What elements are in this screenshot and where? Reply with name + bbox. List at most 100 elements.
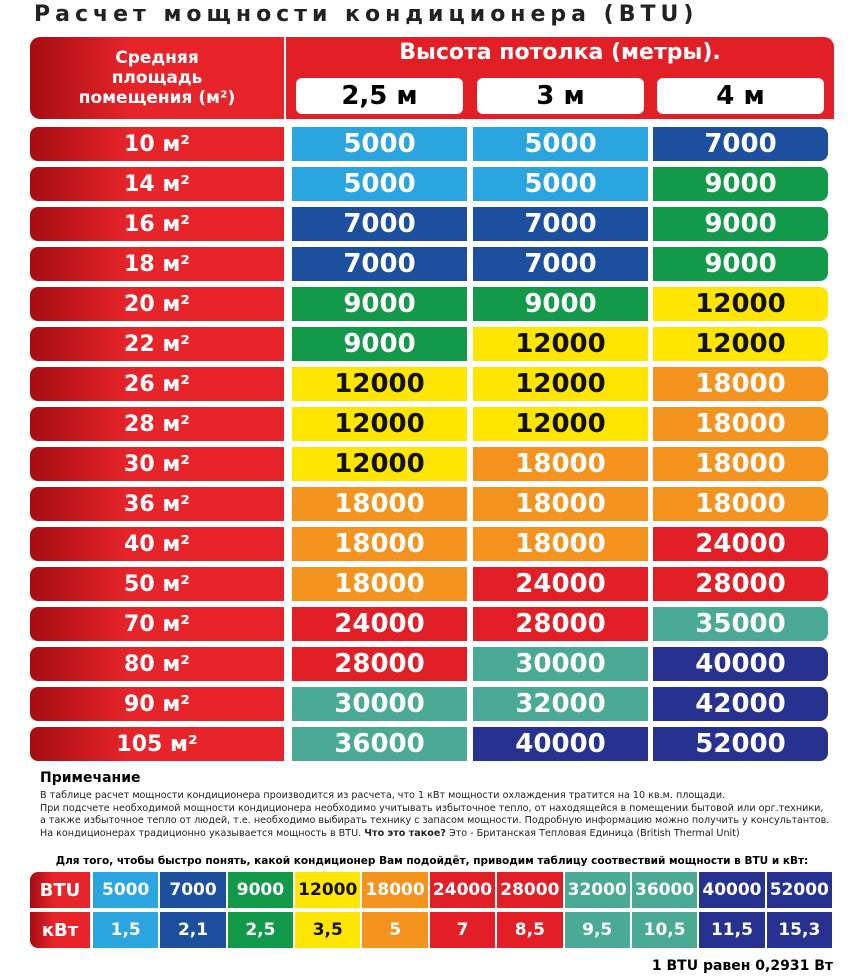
legend-btu: 18000 (362, 872, 428, 908)
legend-btu: 12000 (295, 872, 361, 908)
btu-cell: 18000 (292, 487, 467, 521)
btu-cell: 30000 (473, 647, 648, 681)
legend-btu: 9000 (227, 872, 294, 908)
row-label: 40 м² (30, 527, 284, 561)
btu-cell: 12000 (473, 367, 648, 401)
note-bold: Что это такое? (364, 827, 446, 839)
legend-kw: 8,5 (497, 912, 563, 948)
btu-cell: 12000 (653, 327, 828, 361)
btu-cell: 40000 (473, 727, 648, 761)
btu-cell: 28000 (473, 607, 648, 641)
btu-cell: 30000 (292, 687, 467, 721)
note-text: Это - Британская Тепловая Единица (Briti… (448, 827, 740, 839)
btu-cell: 40000 (653, 647, 828, 681)
legend-kw: 10,5 (631, 912, 698, 948)
row-label: 36 м² (30, 487, 284, 521)
row-label: 20 м² (30, 287, 284, 321)
btu-cell: 9000 (653, 247, 828, 281)
row-label: 80 м² (30, 647, 284, 681)
btu-cell: 5000 (292, 127, 467, 161)
btu-cell: 24000 (292, 607, 467, 641)
row-label: 18 м² (30, 247, 284, 281)
btu-cell: 18000 (473, 487, 648, 521)
btu-cell: 12000 (473, 327, 648, 361)
row-label: 30 м² (30, 447, 284, 481)
btu-cell: 12000 (292, 367, 467, 401)
btu-cell: 18000 (653, 447, 828, 481)
legend-label: BTU (30, 872, 90, 908)
btu-cell: 28000 (653, 567, 828, 601)
btu-cell: 24000 (473, 567, 648, 601)
legend-kw: 2,5 (227, 912, 294, 948)
row-label: 16 м² (30, 207, 284, 241)
btu-cell: 32000 (473, 687, 648, 721)
legend-intro: Для того, чтобы быстро понять, какой кон… (55, 855, 809, 867)
row-label: 28 м² (30, 407, 284, 441)
legend-btu: 5000 (93, 872, 159, 908)
note: В таблице расчет мощности кондиционера п… (40, 790, 840, 840)
btu-cell: 18000 (653, 487, 828, 521)
row-label: 90 м² (30, 687, 284, 721)
legend-kw: 2,1 (160, 912, 226, 948)
btu-cell: 52000 (653, 727, 828, 761)
note-title: Примечание (40, 770, 141, 786)
btu-cell: 7000 (473, 247, 648, 281)
note-line: а также избыточное тепло от людей, т.е. … (40, 815, 830, 827)
btu-cell: 18000 (292, 527, 467, 561)
btu-cell: 12000 (653, 287, 828, 321)
title: Расчет мощности кондиционера (BTU) (34, 2, 699, 27)
btu-cell: 18000 (292, 567, 467, 601)
area-header: Средняя площадь помещения (м²) (30, 37, 284, 119)
legend-kw: 7 (429, 912, 496, 948)
btu-cell: 18000 (653, 367, 828, 401)
btu-cell: 18000 (653, 407, 828, 441)
btu-cell: 9000 (653, 207, 828, 241)
legend-kw: 3,5 (295, 912, 361, 948)
note-text: На кондиционерах традиционно указывается… (40, 827, 362, 839)
note-line: На кондиционерах традиционно указывается… (40, 828, 840, 841)
btu-cell: 28000 (292, 647, 467, 681)
legend-btu: 36000 (631, 872, 698, 908)
btu-cell: 5000 (292, 167, 467, 201)
btu-cell: 9000 (473, 287, 648, 321)
note-line: В таблице расчет мощности кондиционера п… (40, 790, 726, 801)
btu-cell: 12000 (473, 407, 648, 441)
btu-cell: 5000 (473, 127, 648, 161)
btu-cell: 9000 (292, 327, 467, 361)
legend-btu: 7000 (160, 872, 226, 908)
row-label: 26 м² (30, 367, 284, 401)
btu-cell: 12000 (292, 447, 467, 481)
legend-kw: 1,5 (93, 912, 159, 948)
legend-btu: 40000 (699, 872, 765, 908)
btu-cell: 9000 (292, 287, 467, 321)
legend-btu: 52000 (766, 872, 832, 908)
row-label: 105 м² (30, 727, 284, 761)
btu-cell: 7000 (653, 127, 828, 161)
note-line: При подсчете необходимой мощности кондиц… (40, 802, 824, 814)
legend-kw: 11,5 (699, 912, 765, 948)
btu-cell: 35000 (653, 607, 828, 641)
height-header: Высота потолка (метры). (399, 40, 721, 65)
legend-btu: 24000 (429, 872, 496, 908)
legend-kw: 9,5 (564, 912, 630, 948)
btu-cell: 7000 (292, 207, 467, 241)
btu-cell: 9000 (653, 167, 828, 201)
btu-cell: 18000 (473, 447, 648, 481)
legend-btu: 32000 (564, 872, 630, 908)
btu-cell: 12000 (292, 407, 467, 441)
btu-cell: 36000 (292, 727, 467, 761)
row-label: 10 м² (30, 127, 284, 161)
column-header: 4 м (657, 78, 824, 114)
btu-cell: 18000 (473, 527, 648, 561)
row-label: 14 м² (30, 167, 284, 201)
btu-cell: 7000 (292, 247, 467, 281)
column-header: 2,5 м (296, 78, 463, 114)
btu-cell: 42000 (653, 687, 828, 721)
legend-label: кВт (30, 912, 90, 948)
column-header: 3 м (477, 78, 644, 114)
btu-cell: 5000 (473, 167, 648, 201)
row-label: 70 м² (30, 607, 284, 641)
row-label: 22 м² (30, 327, 284, 361)
legend-kw: 15,3 (766, 912, 832, 948)
